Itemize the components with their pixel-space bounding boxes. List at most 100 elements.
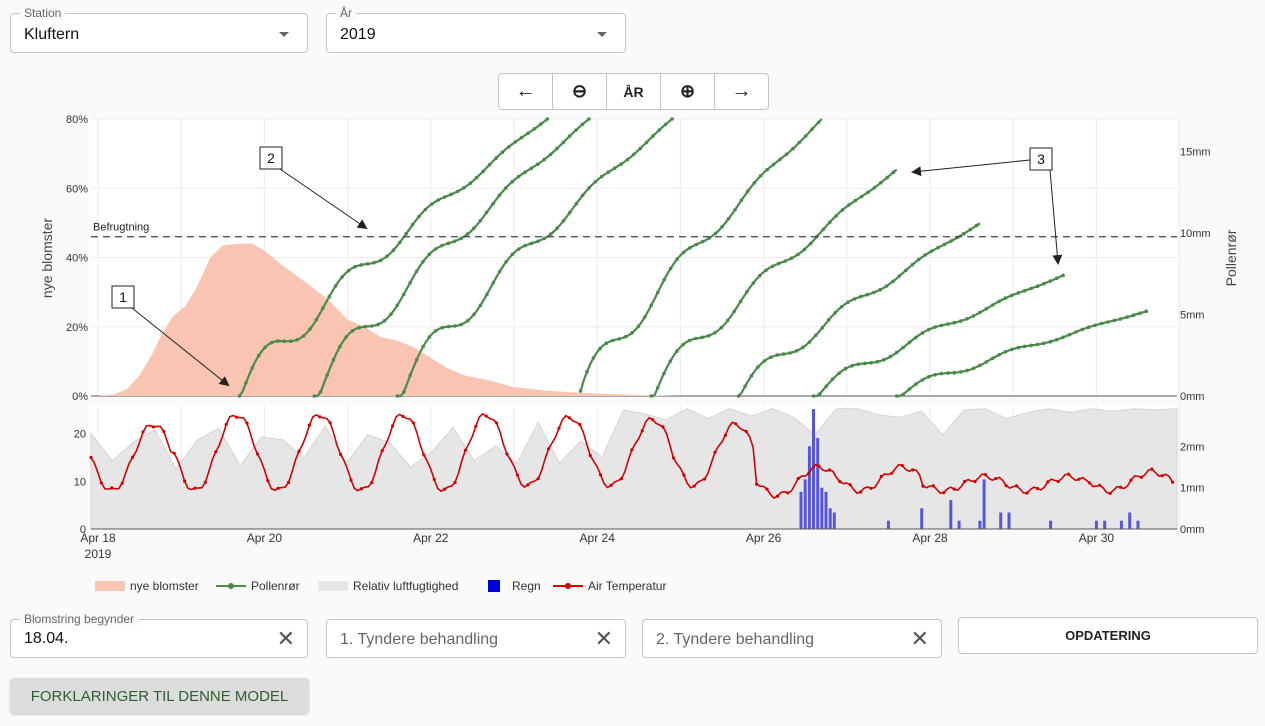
pollen-point <box>417 214 421 219</box>
temperature-point <box>276 486 280 490</box>
pollen-point <box>1022 344 1027 349</box>
clear-icon[interactable]: ✕ <box>910 626 929 651</box>
x-tick-label: Apr 20 <box>247 531 283 545</box>
rain-bar <box>999 512 1003 529</box>
pollen-point <box>507 145 511 149</box>
bloom-start-field[interactable]: Blomstring begynder 18.04. ✕ <box>10 612 308 658</box>
pollen-point <box>536 162 540 166</box>
pollen-tube-line <box>813 274 1064 398</box>
pollen-point <box>901 392 905 397</box>
pollen-point <box>839 305 844 309</box>
station-select[interactable]: Station Kluftern <box>10 6 308 53</box>
y2-tick-label: 15mm <box>1180 147 1211 159</box>
temperature-point <box>422 453 426 457</box>
pollen-point <box>804 134 808 138</box>
pollen-point <box>869 361 873 365</box>
pollen-point <box>344 335 349 339</box>
temperature-point <box>921 484 925 488</box>
temp-tick-label: 20 <box>74 429 86 441</box>
y2-axis-label: Pollenrør <box>1223 229 1239 286</box>
legend-label: Air Temperatur <box>588 579 666 593</box>
rain-bar <box>812 409 815 529</box>
station-label: Station <box>20 6 66 20</box>
thinning-2-field[interactable]: 2. Tyndere behandling ✕ <box>642 619 942 658</box>
update-button[interactable]: OPDATERING <box>958 617 1258 654</box>
temperature-point <box>651 418 655 422</box>
pollen-point <box>510 179 515 184</box>
pollen-point <box>1061 273 1065 278</box>
pollen-point <box>901 345 905 350</box>
pollen-point <box>681 342 685 347</box>
pollen-point <box>746 189 750 193</box>
temperature-point <box>370 480 374 485</box>
rain-bar <box>1136 520 1140 529</box>
bottom-axis-labels: 0 10 20 0mm 1mm 2mm Apr 18 Apr 20 Apr 22 Apr 24 Ap… <box>74 429 1205 561</box>
legend-swatch-point <box>228 583 234 589</box>
temperature-point <box>963 479 967 484</box>
pollen-point <box>478 303 483 308</box>
temperature-point <box>151 425 155 429</box>
pollen-point <box>402 390 406 394</box>
temperature-point <box>1108 491 1112 495</box>
temperature-point <box>786 491 790 495</box>
pollen-point <box>662 371 666 376</box>
pollen-point <box>555 226 559 230</box>
pollen-point <box>1042 281 1046 286</box>
pollen-point <box>818 392 822 396</box>
pollen-point <box>971 314 976 318</box>
year-view-button[interactable]: ÅR <box>607 74 661 109</box>
back-button[interactable]: ← <box>499 74 553 109</box>
legend-swatch <box>318 581 348 591</box>
temperature-point <box>817 464 821 468</box>
pollen-point <box>791 146 795 151</box>
pollen-point <box>649 303 654 308</box>
pollen-point <box>1144 309 1149 314</box>
y-tick-label: 0% <box>72 391 88 403</box>
humidity-area <box>90 408 1178 530</box>
pollen-point <box>591 356 596 360</box>
pollen-point <box>984 307 989 311</box>
temperature-point <box>1025 491 1029 495</box>
pollen-point <box>643 315 647 319</box>
pollen-point <box>487 162 492 167</box>
forward-button[interactable]: → <box>715 74 768 109</box>
pollen-point <box>764 268 768 273</box>
pollen-point <box>308 327 312 331</box>
pollen-point <box>350 329 355 333</box>
pollen-point <box>427 335 432 339</box>
rain-bar <box>828 508 832 529</box>
zoom-in-icon: ⊕ <box>679 81 696 101</box>
pollen-point <box>733 208 737 212</box>
y-tick-label: 60% <box>66 183 88 195</box>
pollen-point <box>1054 276 1059 281</box>
thinning-1-field[interactable]: 1. Tyndere behandling ✕ <box>326 619 626 658</box>
update-button-label: OPDATERING <box>1065 628 1151 643</box>
pollen-point <box>465 232 470 236</box>
temperature-point <box>1077 477 1081 481</box>
pollen-point <box>434 329 438 333</box>
pollen-point <box>474 175 479 180</box>
pollen-point <box>593 179 598 184</box>
year-select[interactable]: År 2019 <box>326 6 626 53</box>
temperature-point <box>380 449 384 453</box>
arrow-right-icon: → <box>731 80 752 102</box>
rain-bar <box>957 520 961 529</box>
temperature-point <box>453 480 457 485</box>
chart: Befrugtning 0%20%40%60%80%0mm5mm10mm15mm… <box>39 114 1239 593</box>
pollen-point <box>442 195 447 199</box>
pollen-point <box>797 140 802 145</box>
clear-icon[interactable]: ✕ <box>276 626 295 651</box>
pollen-point <box>510 252 515 257</box>
pollen-point <box>555 146 559 151</box>
pollen-point <box>494 156 498 160</box>
pollen-point <box>796 252 800 257</box>
pollen-point <box>357 325 361 330</box>
zoom-out-button[interactable]: ⊖ <box>553 74 607 109</box>
explanations-button[interactable]: FORKLARINGER TIL DENNE MODEL <box>10 678 309 714</box>
pollen-point <box>453 324 457 328</box>
pollen-point <box>421 260 425 264</box>
pollen-point <box>757 273 762 278</box>
zoom-in-button[interactable]: ⊕ <box>661 74 715 109</box>
clear-icon[interactable]: ✕ <box>594 626 613 651</box>
rain-bar <box>1049 520 1053 529</box>
